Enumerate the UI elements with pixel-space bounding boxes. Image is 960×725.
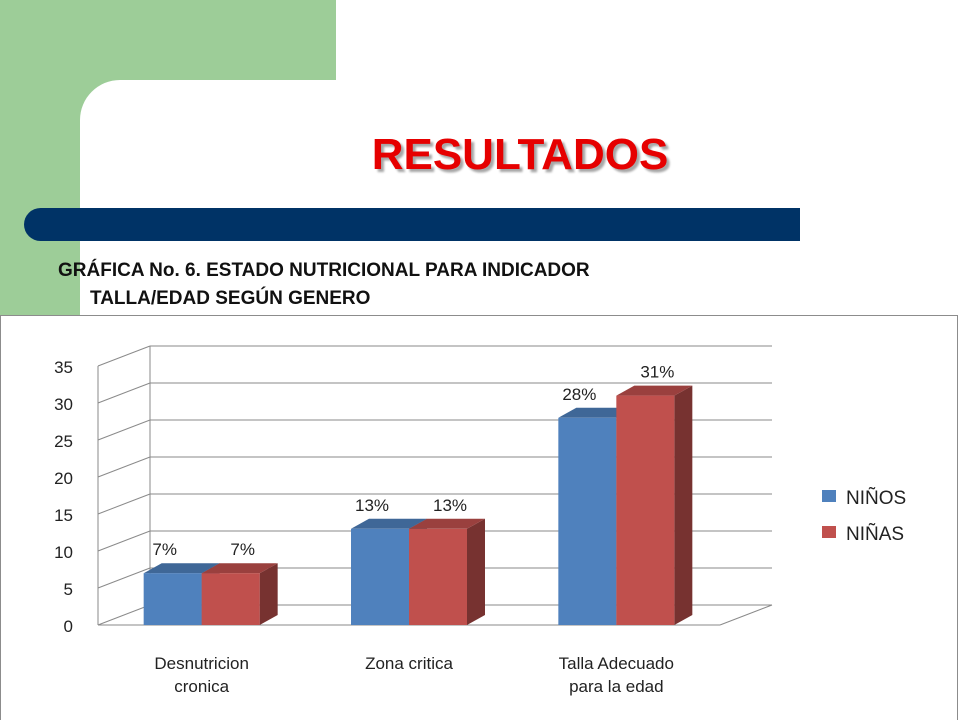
- bar-chart: 0 5 10 15 20 25 30 35 7% 7% Desnutricion cronica 13%…: [54, 345, 906, 696]
- y-tick-label: 25: [54, 432, 73, 451]
- y-tick-label: 35: [54, 358, 73, 377]
- bar: [201, 573, 260, 625]
- gridline-depth: [97, 456, 151, 478]
- legend-swatch: [822, 490, 836, 502]
- y-tick-label: 5: [64, 580, 73, 599]
- data-label: 13%: [433, 496, 467, 515]
- bar-top: [409, 518, 485, 529]
- data-label: 28%: [562, 385, 596, 404]
- x-tick-label: para la edad: [569, 677, 664, 696]
- gridline-depth: [97, 567, 151, 589]
- bar-top: [351, 518, 427, 529]
- y-tick-label: 0: [64, 617, 73, 636]
- x-tick-label: Desnutricion: [154, 654, 249, 673]
- caption-line-2: TALLA/EDAD SEGÚN GENERO: [90, 288, 371, 309]
- data-label: 7%: [230, 540, 255, 559]
- gridline-depth: [97, 419, 151, 441]
- gridline-depth: [97, 345, 151, 367]
- bar: [616, 395, 675, 625]
- y-tick-label: 10: [54, 543, 73, 562]
- bar-side: [467, 518, 485, 625]
- bar: [558, 417, 617, 625]
- data-label: 13%: [355, 496, 389, 515]
- x-axis-depth: [719, 604, 773, 626]
- y-tick-label: 30: [54, 395, 73, 414]
- gridline-depth: [97, 530, 151, 552]
- data-label: 7%: [152, 540, 177, 559]
- legend-label: NIÑAS: [846, 523, 904, 545]
- data-label: 31%: [640, 363, 674, 382]
- x-tick-label: Talla Adecuado: [559, 654, 674, 673]
- bar: [143, 573, 202, 625]
- chart-frame: 0 5 10 15 20 25 30 35 7% 7% Desnutricion cronica 13%…: [0, 315, 958, 720]
- x-tick-label: Zona critica: [365, 654, 453, 673]
- title-underline-bar: [24, 208, 800, 241]
- bar-top: [143, 563, 220, 574]
- legend-swatch: [822, 526, 836, 538]
- slide-title: RESULTADOS: [371, 130, 669, 179]
- bar-side: [259, 563, 278, 625]
- gridline-depth: [97, 493, 151, 515]
- bar-top: [616, 385, 693, 396]
- bar-top: [201, 563, 278, 574]
- gridline-depth: [97, 382, 151, 404]
- y-tick-label: 15: [54, 506, 73, 525]
- bar-top: [558, 407, 635, 418]
- chart-caption: GRÁFICA No. 6. ESTADO NUTRICIONAL PARA I…: [58, 257, 918, 313]
- caption-line-1: GRÁFICA No. 6. ESTADO NUTRICIONAL PARA I…: [58, 260, 590, 281]
- x-tick-label: cronica: [174, 677, 229, 696]
- gridline-depth: [97, 604, 151, 626]
- bar-side: [674, 385, 693, 625]
- legend-label: NIÑOS: [846, 487, 906, 509]
- y-tick-label: 20: [54, 469, 73, 488]
- bar: [351, 528, 409, 625]
- bar: [409, 528, 467, 625]
